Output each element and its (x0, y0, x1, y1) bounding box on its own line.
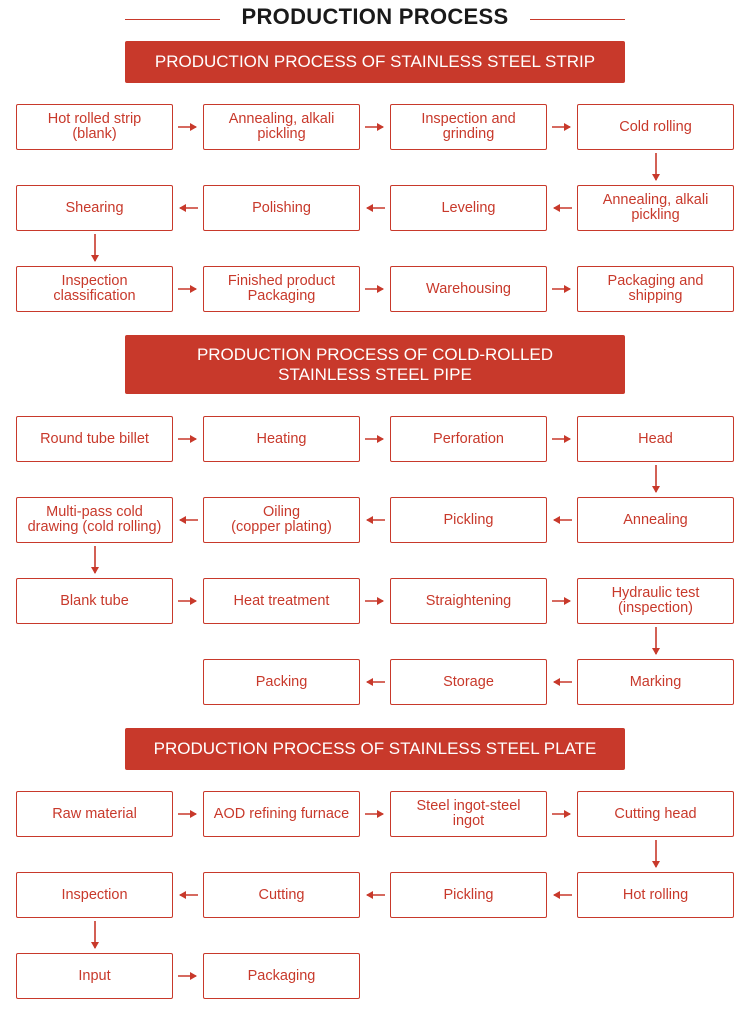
process-step: Pickling (390, 497, 547, 543)
process-step: Finished product Packaging (203, 266, 360, 312)
arrow-down-icon (651, 840, 660, 868)
arrow-right-icon (552, 597, 571, 605)
arrow-left-icon (179, 204, 198, 212)
arrow-right-icon (178, 285, 197, 293)
process-step: Cold rolling (577, 104, 734, 150)
section-header: PRODUCTION PROCESS OF COLD-ROLLED STAINL… (125, 335, 625, 394)
arrow-left-icon (553, 891, 572, 899)
process-step: Perforation (390, 416, 547, 462)
arrow-left-icon (366, 516, 385, 524)
process-step: Annealing, alkali pickling (203, 104, 360, 150)
process-step: Steel ingot-steel ingot (390, 791, 547, 837)
arrow-right-icon (552, 810, 571, 818)
process-step: Packing (203, 659, 360, 705)
arrow-left-icon (553, 204, 572, 212)
arrow-down-icon (651, 153, 660, 181)
process-step: Inspection classification (16, 266, 173, 312)
arrow-left-icon (179, 891, 198, 899)
process-step: Hot rolled strip (blank) (16, 104, 173, 150)
arrow-left-icon (553, 516, 572, 524)
arrow-right-icon (552, 285, 571, 293)
process-step: Warehousing (390, 266, 547, 312)
arrow-down-icon (90, 921, 99, 949)
process-step: Straightening (390, 578, 547, 624)
process-step: Heating (203, 416, 360, 462)
title-divider-right (530, 19, 625, 20)
section-header: PRODUCTION PROCESS OF STAINLESS STEEL ST… (125, 41, 625, 83)
process-step: Annealing (577, 497, 734, 543)
arrow-right-icon (365, 597, 384, 605)
process-step: Storage (390, 659, 547, 705)
process-step: Hot rolling (577, 872, 734, 918)
process-step: Leveling (390, 185, 547, 231)
title-divider-left (125, 19, 220, 20)
arrow-left-icon (366, 891, 385, 899)
arrow-left-icon (366, 678, 385, 686)
arrow-down-icon (651, 465, 660, 493)
arrow-right-icon (178, 435, 197, 443)
section-header: PRODUCTION PROCESS OF STAINLESS STEEL PL… (125, 728, 625, 770)
arrow-left-icon (179, 516, 198, 524)
arrow-left-icon (553, 678, 572, 686)
process-step: Inspection (16, 872, 173, 918)
process-step: Heat treatment (203, 578, 360, 624)
process-step: AOD refining furnace (203, 791, 360, 837)
arrow-right-icon (365, 285, 384, 293)
arrow-down-icon (651, 627, 660, 655)
arrow-right-icon (365, 123, 384, 131)
process-step: Multi-pass cold drawing (cold rolling) (16, 497, 173, 543)
process-step: Packaging (203, 953, 360, 999)
process-step: Cutting (203, 872, 360, 918)
arrow-right-icon (365, 810, 384, 818)
arrow-right-icon (178, 123, 197, 131)
process-step: Shearing (16, 185, 173, 231)
arrow-down-icon (90, 234, 99, 262)
process-step: Cutting head (577, 791, 734, 837)
process-step: Blank tube (16, 578, 173, 624)
arrow-left-icon (366, 204, 385, 212)
arrow-right-icon (178, 972, 197, 980)
process-step: Annealing, alkali pickling (577, 185, 734, 231)
process-step: Raw material (16, 791, 173, 837)
process-step: Packaging and shipping (577, 266, 734, 312)
page-title: PRODUCTION PROCESS (241, 4, 509, 29)
arrow-down-icon (90, 546, 99, 574)
arrow-right-icon (365, 435, 384, 443)
process-step: Input (16, 953, 173, 999)
page-title-group: PRODUCTION PROCESS (0, 4, 750, 32)
process-step: Head (577, 416, 734, 462)
process-step: Inspection and grinding (390, 104, 547, 150)
process-step: Round tube billet (16, 416, 173, 462)
process-step: Hydraulic test (inspection) (577, 578, 734, 624)
arrow-right-icon (178, 810, 197, 818)
arrow-right-icon (552, 123, 571, 131)
arrow-right-icon (552, 435, 571, 443)
process-step: Polishing (203, 185, 360, 231)
process-step: Oiling (copper plating) (203, 497, 360, 543)
process-step: Marking (577, 659, 734, 705)
arrow-right-icon (178, 597, 197, 605)
process-step: Pickling (390, 872, 547, 918)
